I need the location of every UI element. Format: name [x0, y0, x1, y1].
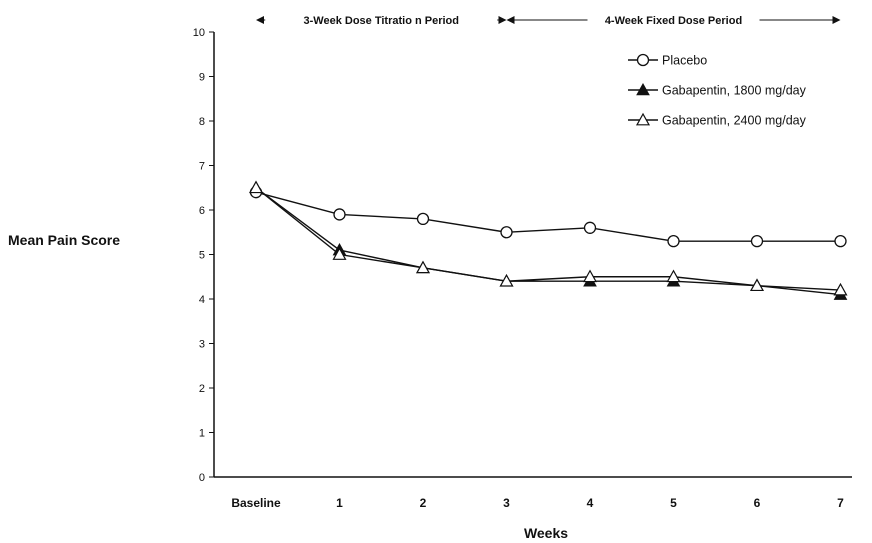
data-point	[666, 269, 681, 283]
x-tick-label: 7	[837, 496, 844, 510]
x-tick-label: 6	[754, 496, 761, 510]
arrow-head-right	[498, 16, 507, 24]
y-tick-label: 6	[199, 205, 205, 217]
y-tick-label: 0	[199, 472, 205, 484]
legend-marker	[635, 112, 651, 126]
x-tick-label: Baseline	[231, 496, 281, 510]
y-tick-label: 3	[199, 339, 205, 351]
legend-label: Gabapentin, 2400 mg/day	[662, 114, 807, 128]
legend-marker	[636, 53, 650, 67]
period-label: 3-Week Dose Titratio n Period	[304, 15, 459, 27]
series-markers-0	[249, 186, 847, 248]
data-point	[834, 234, 847, 248]
data-point	[248, 180, 264, 194]
data-point	[667, 234, 680, 248]
data-point	[333, 208, 346, 221]
legend-label: Gabapentin, 1800 mg/day	[662, 84, 807, 98]
y-tick-label: 8	[199, 116, 205, 128]
arrow-head-right	[832, 16, 841, 24]
y-ticks: 0 1 2 3 4 5 6 7 8 9 10	[193, 27, 214, 484]
data-point	[416, 212, 430, 226]
period-annotation: 3-Week Dose Titratio n Period	[256, 15, 507, 27]
x-tick-label: 1	[336, 496, 343, 510]
x-tick-label: 3	[503, 496, 510, 510]
y-tick-label: 2	[199, 383, 205, 395]
series-0	[255, 191, 841, 242]
data-point	[749, 278, 765, 292]
legend-item: Placebo	[628, 54, 707, 68]
series-1	[255, 187, 841, 296]
data-point	[415, 260, 431, 274]
data-point	[750, 234, 764, 248]
data-point	[332, 247, 347, 260]
y-tick-label: 4	[199, 294, 205, 306]
data-point	[833, 282, 848, 296]
data-point	[500, 226, 513, 239]
y-axis-title: Mean Pain Score	[8, 232, 120, 248]
y-tick-label: 5	[199, 250, 205, 262]
data-point	[582, 269, 598, 283]
arrow-head-left	[256, 16, 264, 24]
legend-item: Gabapentin, 1800 mg/day	[628, 82, 807, 98]
y-tick-label: 9	[199, 72, 205, 84]
data-point	[499, 273, 514, 287]
x-ticks: Baseline 1 2 3 4 5 6 7	[231, 496, 844, 510]
legend-label: Placebo	[662, 54, 707, 68]
x-axis-title: Weeks	[524, 525, 568, 541]
x-tick-label: 2	[420, 496, 427, 510]
arrow-head-left	[506, 16, 515, 24]
y-tick-label: 1	[199, 428, 205, 440]
legend: Placebo Gabapentin, 1800 mg/day Gabapentin…	[628, 54, 807, 128]
legend-marker	[636, 82, 650, 96]
data-point	[583, 221, 597, 234]
series-layer	[248, 180, 848, 300]
series-line	[255, 187, 841, 291]
x-tick-label: 5	[670, 496, 677, 510]
y-tick-label: 7	[199, 161, 205, 173]
legend-item: Gabapentin, 2400 mg/day	[628, 112, 807, 128]
x-tick-label: 4	[587, 496, 594, 510]
period-annotation: 4-Week Fixed Dose Period	[506, 15, 841, 27]
y-tick-label: 10	[193, 27, 205, 39]
period-label: 4-Week Fixed Dose Period	[605, 15, 742, 27]
chart-axes	[213, 32, 852, 478]
period-annotations: 3-Week Dose Titratio n Period 4-Week Fixe…	[256, 15, 841, 27]
series-2	[255, 187, 841, 291]
series-line	[255, 187, 841, 296]
series-line	[255, 191, 841, 242]
series-markers-2	[248, 180, 848, 296]
